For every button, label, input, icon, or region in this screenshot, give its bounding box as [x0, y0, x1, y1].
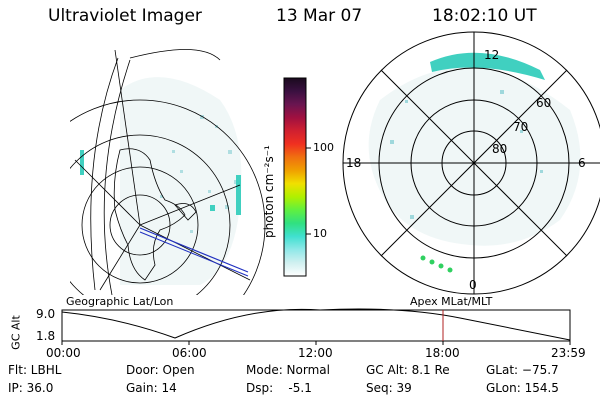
glon-info: GLon: 154.5 — [486, 381, 559, 395]
mlat-label-60: 60 — [536, 96, 552, 110]
seq-info: Seq: 39 — [366, 381, 412, 395]
mlat-label-70: 70 — [513, 120, 529, 134]
time-tick-0600: 06:00 — [172, 346, 207, 360]
instrument-title: Ultraviolet Imager — [48, 6, 202, 26]
mlat-label-80: 80 — [492, 142, 508, 156]
mode-info: Mode: Normal — [246, 363, 330, 377]
mlt-label-18: 18 — [346, 156, 362, 170]
date-label: 13 Mar 07 — [276, 6, 363, 26]
altitude-tick-high: 9.0 — [36, 307, 56, 321]
filter-info: Flt: LBHL — [8, 363, 62, 377]
altitude-tick-low: 1.8 — [36, 329, 56, 343]
colorbar-tick-100: 100 — [313, 141, 334, 154]
time-label: 18:02:10 UT — [432, 6, 537, 26]
right-panel-caption: Apex MLat/MLT — [410, 295, 493, 308]
mlt-label-12: 12 — [484, 48, 500, 62]
glat-info: GLat: −75.7 — [486, 363, 559, 377]
time-tick-1200: 12:00 — [298, 346, 333, 360]
gc-alt-info: GC Alt: 8.1 Re — [366, 363, 450, 377]
color-scale-bar — [283, 77, 311, 277]
geographic-image — [70, 49, 266, 295]
mlt-label-6: 6 — [578, 156, 586, 170]
mlt-label-0: 0 — [469, 278, 477, 292]
left-panel-caption: Geographic Lat/Lon — [66, 295, 174, 308]
dsp-info: Dsp: -5.1 — [246, 381, 312, 395]
colorbar-tick-10: 10 — [313, 227, 327, 240]
ip-info: IP: 36.0 — [8, 381, 54, 395]
time-tick-2359: 23:59 — [551, 346, 586, 360]
time-tick-0000: 00:00 — [46, 346, 81, 360]
door-info: Door: Open — [126, 363, 195, 377]
gain-info: Gain: 14 — [126, 381, 177, 395]
time-tick-1800: 18:00 — [425, 346, 460, 360]
